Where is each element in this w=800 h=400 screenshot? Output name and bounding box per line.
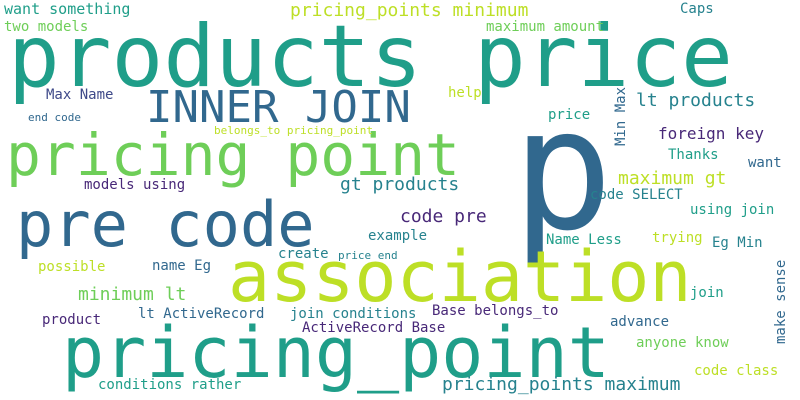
- word-name-eg: name Eg: [152, 258, 212, 274]
- word-eg-min: Eg Min: [712, 235, 763, 251]
- word-models-using: models using: [84, 177, 186, 193]
- word-end-code: end code: [28, 111, 81, 124]
- word-code-pre: code pre: [400, 206, 487, 227]
- word-join-conditions: join conditions: [290, 306, 417, 322]
- word-anyone-know: anyone know: [636, 335, 729, 351]
- word-code-class: code class: [694, 363, 779, 379]
- word-max-name: Max Name: [46, 87, 114, 103]
- word-possible: possible: [38, 259, 106, 275]
- word-pricing-underscore-point: pricing_point: [62, 312, 610, 394]
- word-base-belongs-to: Base belongs_to: [432, 303, 559, 319]
- word-products-price: products price: [8, 7, 733, 107]
- word-minimum-lt: minimum lt: [78, 284, 187, 305]
- word-pre-code: pre code: [16, 188, 315, 261]
- word-join: join: [690, 285, 724, 301]
- word-foreign-key: foreign key: [658, 124, 764, 143]
- word-two-models: two models: [4, 19, 89, 35]
- word-inner-join: INNER JOIN: [146, 82, 411, 133]
- word-gt-products: gt products: [340, 174, 460, 195]
- word-pricing-points-minimum: pricing_points minimum: [290, 0, 529, 21]
- word-activerecord-base: ActiveRecord Base: [302, 320, 446, 336]
- word-price-end: price end: [338, 249, 398, 262]
- word-help: help: [448, 85, 482, 101]
- word-caps: Caps: [680, 1, 714, 17]
- word-using-join: using join: [690, 202, 775, 218]
- word-example: example: [368, 228, 428, 244]
- word-maximum-amount: maximum amount: [486, 19, 605, 35]
- word-code-select: code SELECT: [590, 187, 683, 203]
- word-pricing-point: pricing point: [6, 121, 460, 189]
- word-want: want: [748, 155, 782, 171]
- word-trying: trying: [652, 230, 703, 246]
- word-pricing-points-maximum: pricing_points maximum: [442, 374, 681, 395]
- word-lt-products: lt products: [636, 90, 756, 111]
- word-want-something: want something: [4, 0, 131, 18]
- word-thanks: Thanks: [668, 147, 719, 163]
- word-advance: advance: [610, 314, 670, 330]
- word-association: association: [228, 236, 692, 318]
- word-price: price: [548, 107, 591, 123]
- word-product: product: [42, 312, 102, 328]
- word-name-less: Name Less: [546, 232, 622, 248]
- word-belongs-to-pricing-point: belongs_to pricing_point: [214, 124, 373, 137]
- word-p: p: [512, 72, 614, 268]
- word-maximum-gt: maximum gt: [618, 168, 727, 189]
- word-create: create: [278, 246, 329, 262]
- word-min-max: Min Max: [613, 86, 629, 146]
- word-conditions-rather: conditions rather: [98, 377, 242, 393]
- word-lt-activerecord: lt ActiveRecord: [138, 306, 265, 322]
- word-make-sense: make sense: [773, 259, 789, 344]
